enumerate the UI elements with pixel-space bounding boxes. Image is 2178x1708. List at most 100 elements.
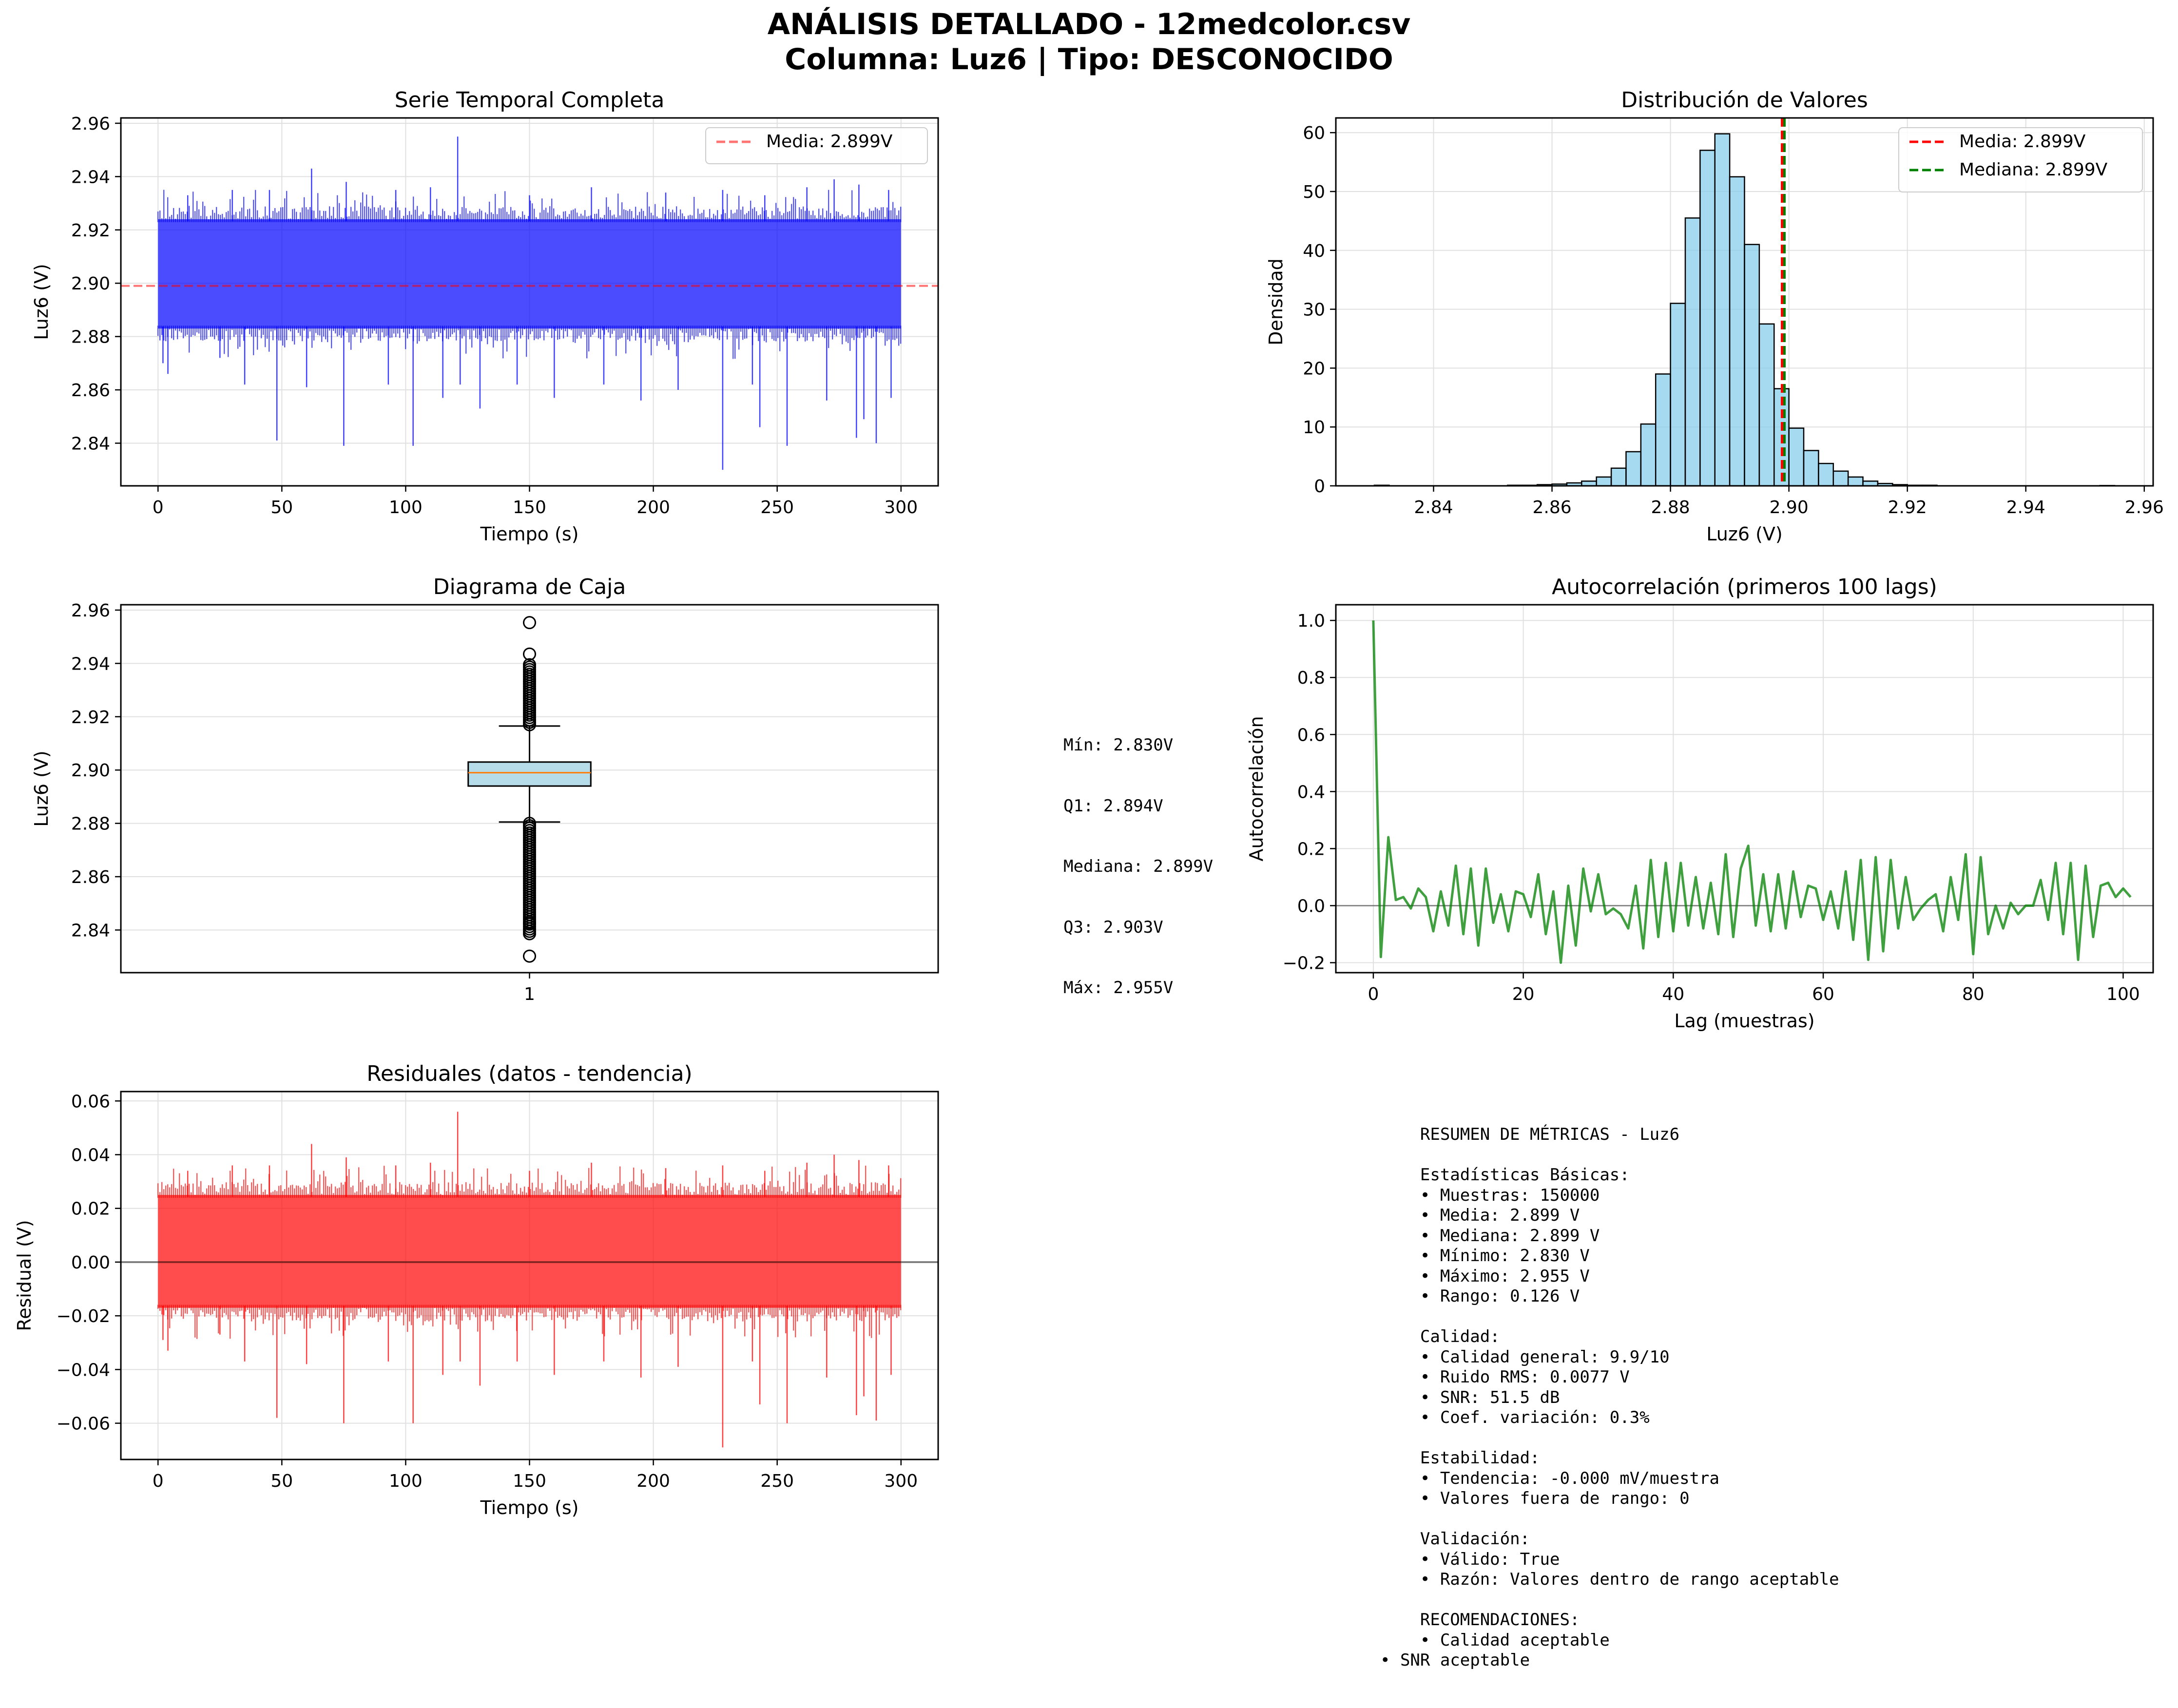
summary-line: • Válido: True xyxy=(1380,1549,1560,1569)
y-tick-label: 50 xyxy=(1303,182,1325,202)
y-tick-label: 30 xyxy=(1303,300,1325,320)
x-tick-label: 2.86 xyxy=(1532,498,1571,518)
y-tick-label: −0.04 xyxy=(57,1360,110,1380)
histogram-bar xyxy=(1818,462,1834,487)
outlier-point xyxy=(523,917,536,930)
y-tick-label: 2.84 xyxy=(71,434,110,454)
x-tick-label: 300 xyxy=(884,498,918,518)
legend-entry: Media: 2.899V xyxy=(766,132,893,152)
summary-line xyxy=(1380,1307,1839,1327)
y-axis-label: Luz6 (V) xyxy=(31,750,52,826)
summary-line: • Mínimo: 2.830 V xyxy=(1380,1246,1590,1266)
summary-line: • Mediana: 2.899 V xyxy=(1380,1226,1600,1246)
x-tick-label: 60 xyxy=(1812,984,1834,1004)
y-tick-label: 0.06 xyxy=(71,1092,110,1112)
y-tick-label: 2.90 xyxy=(71,761,110,781)
acf-series xyxy=(1336,620,2153,964)
axes-title: Distribución de Valores xyxy=(1621,88,1868,113)
boxplot xyxy=(467,616,592,963)
x-tick-label: 0 xyxy=(153,498,164,518)
x-tick-label: 50 xyxy=(270,1471,293,1491)
summary-line: Validación: xyxy=(1380,1529,1530,1549)
summary-line xyxy=(1380,1509,1839,1530)
axes-title: Autocorrelación (primeros 100 lags) xyxy=(1552,575,1937,599)
box-stats-text: Mín: 2.830V Q1: 2.894V Mediana: 2.899V Q… xyxy=(1063,695,1213,1018)
box-stat-q3: Q3: 2.903V xyxy=(1063,917,1163,937)
y-tick-label: 0.0 xyxy=(1297,896,1325,916)
y-tick-label: 60 xyxy=(1303,123,1325,143)
y-tick-label: 0.02 xyxy=(71,1199,110,1219)
series-serie xyxy=(121,136,938,470)
summary-line: • Calidad general: 9.9/10 xyxy=(1380,1347,1670,1367)
histogram-bar xyxy=(1788,427,1805,487)
histogram-bar xyxy=(1655,373,1671,487)
y-tick-label: 2.86 xyxy=(71,867,110,887)
x-tick-label: 2.96 xyxy=(2125,498,2164,518)
y-tick-label: 0.8 xyxy=(1297,668,1325,688)
legend-entry: Media: 2.899V xyxy=(1959,132,2086,152)
histogram-bar xyxy=(1684,217,1701,487)
y-tick-label: 2.86 xyxy=(71,381,110,401)
x-tick-label: 0 xyxy=(153,1471,164,1491)
outlier-point xyxy=(523,949,536,963)
summary-line xyxy=(1380,1428,1839,1449)
y-tick-label: 2.88 xyxy=(71,327,110,347)
y-tick-label: 2.92 xyxy=(71,221,110,241)
histogram-bar xyxy=(1640,423,1657,487)
series-noise xyxy=(157,1166,902,1339)
x-tick-label: 250 xyxy=(760,1471,794,1491)
x-tick-label: 250 xyxy=(760,498,794,518)
summary-line: • Calidad aceptable xyxy=(1380,1630,1610,1650)
y-axis-label: Residual (V) xyxy=(14,1220,35,1331)
summary-line: • Valores fuera de rango: 0 xyxy=(1380,1489,1690,1508)
x-tick-label: 50 xyxy=(270,498,293,518)
y-tick-label: 2.92 xyxy=(71,708,110,728)
y-tick-label: 2.96 xyxy=(71,601,110,621)
y-tick-label: 2.88 xyxy=(71,814,110,834)
box-stat-max: Máx: 2.955V xyxy=(1063,978,1174,998)
summary-line: • Razón: Valores dentro de rango aceptab… xyxy=(1380,1570,1839,1589)
histogram-bar xyxy=(1758,323,1775,487)
axes-title: Serie Temporal Completa xyxy=(395,88,665,113)
x-tick-label: 2.92 xyxy=(1888,498,1927,518)
metrics-summary-text: RESUMEN DE MÉTRICAS - Luz6 Estadísticas … xyxy=(1380,1125,1839,1671)
series-resid xyxy=(121,1112,938,1448)
x-tick-label: 2.88 xyxy=(1651,498,1690,518)
summary-line: • Coef. variación: 0.3% xyxy=(1380,1408,1650,1427)
y-tick-label: 20 xyxy=(1303,359,1325,379)
summary-line: Estadísticas Básicas: xyxy=(1380,1165,1630,1185)
summary-line: Calidad: xyxy=(1380,1327,1500,1346)
box-iqr xyxy=(467,761,592,787)
y-tick-label: 2.96 xyxy=(71,114,110,134)
axes-title: Diagrama de Caja xyxy=(433,575,626,599)
histogram-bar xyxy=(1832,470,1849,487)
x-tick-label: 200 xyxy=(636,498,670,518)
x-tick-label: 40 xyxy=(1662,984,1684,1004)
y-axis-label: Autocorrelación xyxy=(1246,716,1267,861)
legend-entry: Mediana: 2.899V xyxy=(1959,160,2108,180)
figure-title-line1: ANÁLISIS DETALLADO - 12medcolor.csv xyxy=(767,7,1411,41)
y-tick-label: 0.4 xyxy=(1297,782,1325,802)
histogram-bars xyxy=(1373,118,2116,487)
x-tick-label: 2.90 xyxy=(1770,498,1809,518)
x-tick-label: 2.94 xyxy=(2006,498,2045,518)
x-axis-label: Lag (muestras) xyxy=(1674,1010,1814,1032)
y-tick-label: −0.06 xyxy=(57,1414,110,1434)
axes-title: Residuales (datos - tendencia) xyxy=(366,1061,692,1086)
outlier-point xyxy=(523,658,536,672)
histogram-bar xyxy=(1610,467,1627,487)
summary-line: • Media: 2.899 V xyxy=(1380,1206,1580,1225)
summary-line: • Ruido RMS: 0.0077 V xyxy=(1380,1367,1630,1387)
y-tick-label: 2.94 xyxy=(71,167,110,187)
legend-box xyxy=(705,127,928,164)
legend: Media: 2.899V xyxy=(705,127,928,164)
y-tick-label: 0.04 xyxy=(71,1146,110,1166)
x-axis-label: Luz6 (V) xyxy=(1706,523,1782,545)
histogram-bar xyxy=(1670,303,1686,487)
y-tick-label: 0 xyxy=(1314,477,1325,497)
summary-line: Estabilidad: xyxy=(1380,1448,1540,1468)
y-tick-label: −0.02 xyxy=(57,1306,110,1326)
summary-line: • Rango: 0.126 V xyxy=(1380,1286,1580,1306)
summary-line: • Muestras: 150000 xyxy=(1380,1185,1600,1205)
y-tick-label: −0.2 xyxy=(1283,954,1325,974)
